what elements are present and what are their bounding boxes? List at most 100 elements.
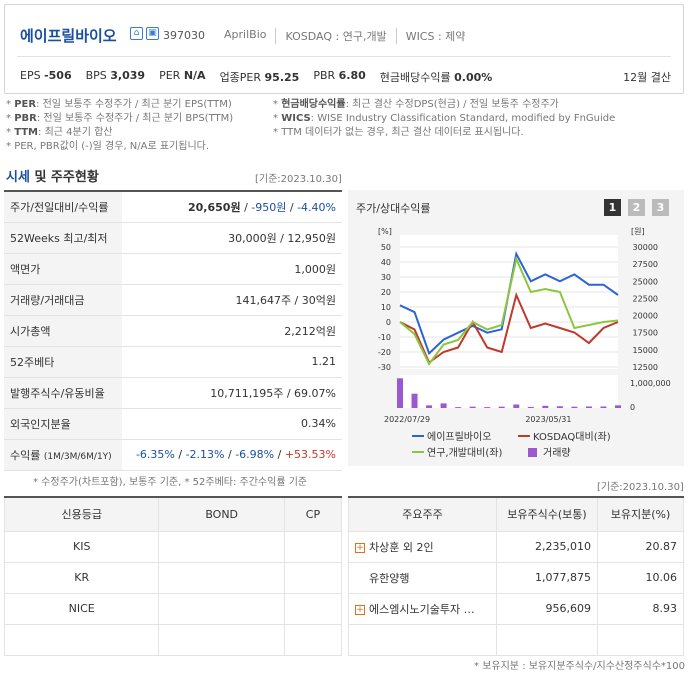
volume-bar xyxy=(484,407,491,408)
company-market: KOSDAQ : 연구,개발 xyxy=(275,28,395,44)
y-left-tick: 20 xyxy=(381,288,391,297)
table-row: KIS xyxy=(3,530,343,563)
volume-bar xyxy=(585,406,592,408)
table-row xyxy=(3,623,343,656)
company-code: 397030 xyxy=(163,29,205,42)
metric-dividend-yield: 현금배당수익률 0.00% xyxy=(379,71,493,84)
volume-bar xyxy=(615,405,621,408)
price-note: * 수정주가(차트포함), 보통주 기준, * 52주베타: 주간수익률 기준 xyxy=(33,477,308,488)
volume-bar xyxy=(556,406,563,408)
y-right-tick: 27500 xyxy=(633,260,658,269)
y-left-tick: 30 xyxy=(381,273,391,282)
table-row: 52Weeks 최고/최저 30,000원 / 12,950원 xyxy=(4,222,342,254)
table-row xyxy=(348,623,684,656)
section-title: 시세 및 주주현황 xyxy=(6,170,99,185)
volume-tick: 0 xyxy=(630,403,635,412)
y-right-tick: 22500 xyxy=(633,294,658,303)
volume-bar xyxy=(600,406,607,408)
metrics-bar: EPS -506 BPS 3,039 PER N/A 업종PER 95.25 P… xyxy=(20,69,506,85)
volume-bar xyxy=(571,406,578,408)
volume-bar xyxy=(440,403,447,408)
metric-industry-per: 업종PER 95.25 xyxy=(219,71,300,84)
y-right-tick: 17500 xyxy=(633,329,658,338)
expand-icon[interactable]: + xyxy=(355,604,365,615)
table-row: 발행주식수/유동비율 10,711,195주 / 69.07% xyxy=(4,377,342,409)
notes-left: * PER: 전일 보통주 수정주가 / 최근 분기 EPS(TTM) * PB… xyxy=(6,98,233,154)
company-eng-name: AprilBio xyxy=(224,28,267,41)
price-table: 주가/전일대비/수익률 20,650원 / -950원 / -4.40% 52We… xyxy=(4,190,342,471)
table-header-row: 신용등급 BOND CP xyxy=(3,496,343,532)
note-wics: * WICS: WISE Industry Classification Sta… xyxy=(273,113,616,124)
table-row: 수익률 (1M/3M/6M/1Y) -6.35% / -2.13% / -6.98… xyxy=(4,439,342,471)
volume-bar xyxy=(542,405,549,408)
y-left-unit: [%] xyxy=(378,227,392,236)
legend-label: 에이프릴바이오 xyxy=(427,430,491,443)
y-right-tick: 25000 xyxy=(633,277,658,286)
table-row: + 차상훈 외 2인 2,235,010 20.87 xyxy=(348,530,684,563)
chart-page-3-button[interactable]: 3 xyxy=(652,199,669,216)
y-left-tick: 50 xyxy=(381,243,391,252)
base-date: [기준:2023.10.30] xyxy=(255,174,342,185)
table-row: NICE xyxy=(3,592,343,625)
x-tick-label: 2023/05/31 xyxy=(525,415,571,424)
chart-svg: [%] 50 40 30 20 10 0 -10 -20 -30 [원] 30000 27500 2500… xyxy=(378,227,671,459)
metric-pbr: PBR 6.80 xyxy=(313,69,366,82)
legend-swatch xyxy=(528,448,537,457)
volume-bar xyxy=(469,406,476,408)
volume-area xyxy=(400,375,618,408)
home-icon[interactable]: ⌂ xyxy=(130,27,143,40)
y-left-tick: -10 xyxy=(378,333,391,342)
volume-bar xyxy=(411,393,418,408)
header-divider xyxy=(17,56,671,57)
note-per: * PER: 전일 보통주 수정주가 / 최근 분기 EPS(TTM) xyxy=(6,99,232,110)
notes-right: * 현금배당수익률: 최근 결산 수정DPS(현금) / 전일 보통주 수정주가… xyxy=(273,98,615,140)
legend-label: KOSDAQ대비(좌) xyxy=(533,431,611,443)
company-name[interactable]: 에이프릴바이오 xyxy=(20,27,117,45)
y-right-tick: 12500 xyxy=(633,363,658,372)
expand-icon[interactable]: + xyxy=(355,542,365,553)
note-negative: * PER, PBR값이 (-)일 경우, N/A로 표기됩니다. xyxy=(6,141,210,152)
volume-bar xyxy=(455,407,462,408)
y-left-tick: 0 xyxy=(386,318,391,327)
x-tick-label: 2022/07/29 xyxy=(384,415,430,424)
holders-note: * 보유지분 : 보유지분주식수/지수산정주식수*100 xyxy=(474,661,685,672)
y-left-tick: 40 xyxy=(381,258,391,267)
table-row: 거래량/거래대금 141,647주 / 30억원 xyxy=(4,284,342,316)
series-line xyxy=(399,255,619,366)
table-row: 유한양행 1,077,875 10.06 xyxy=(348,561,684,594)
volume-bar xyxy=(527,406,534,408)
holders-table: 주요주주 보유주식수(보통) 보유지분(%) + 차상훈 외 2인 2,235,01… xyxy=(348,496,684,656)
metric-eps: EPS -506 xyxy=(20,69,72,82)
y-right-unit: [원] xyxy=(631,227,645,236)
ir-icon[interactable]: ▣ xyxy=(146,27,159,40)
note-ttm-missing: * TTM 데이터가 없는 경우, 최근 결산 데이터로 표시됩니다. xyxy=(273,127,524,138)
company-icons: ⌂ ▣ xyxy=(130,27,159,40)
legend-label: 거래량 xyxy=(543,447,571,459)
holders-base-date: [기준:2023.10.30] xyxy=(597,482,684,493)
y-right-tick: 30000 xyxy=(633,243,658,252)
metric-bps: BPS 3,039 xyxy=(85,69,146,82)
company-header: 에이프릴바이오 ⌂ ▣ 397030 AprilBio KOSDAQ : 연구,… xyxy=(4,4,684,94)
volume-bar xyxy=(498,406,505,408)
chart-page-1-button[interactable]: 1 xyxy=(604,199,621,216)
y-left-tick: -30 xyxy=(378,363,391,372)
metric-per: PER N/A xyxy=(159,69,206,82)
volume-bar xyxy=(426,405,433,408)
table-header-row: 주요주주 보유주식수(보통) 보유지분(%) xyxy=(348,496,684,532)
company-info: AprilBio KOSDAQ : 연구,개발 WICS : 제약 xyxy=(215,28,474,44)
table-row: + 에스엠시노기술투자 … 956,609 8.93 xyxy=(348,592,684,625)
table-row: 시가총액 2,212억원 xyxy=(4,315,342,347)
chart-page-2-button[interactable]: 2 xyxy=(628,199,645,216)
note-pbr: * PBR: 전일 보통주 수정주가 / 최근 분기 BPS(TTM) xyxy=(6,113,234,124)
table-row: 외국인지분율 0.34% xyxy=(4,408,342,440)
chart-title: 주가/상대수익률 xyxy=(356,202,431,215)
note-dividend: * 현금배당수익률: 최근 결산 수정DPS(현금) / 전일 보통주 수정주가 xyxy=(273,99,559,110)
y-right-tick: 20000 xyxy=(633,312,658,321)
volume-bar xyxy=(513,404,520,408)
settlement-month: 12월 결산 xyxy=(623,71,671,84)
chart-panel: 주가/상대수익률 1 2 3 [%] 50 40 30 20 10 0 -10 -20 -30 [원… xyxy=(348,190,684,466)
legend-label: 연구,개발대비(좌) xyxy=(427,447,502,459)
company-wics: WICS : 제약 xyxy=(395,28,475,44)
y-right-tick: 15000 xyxy=(633,346,658,355)
y-left-tick: -20 xyxy=(378,348,391,357)
